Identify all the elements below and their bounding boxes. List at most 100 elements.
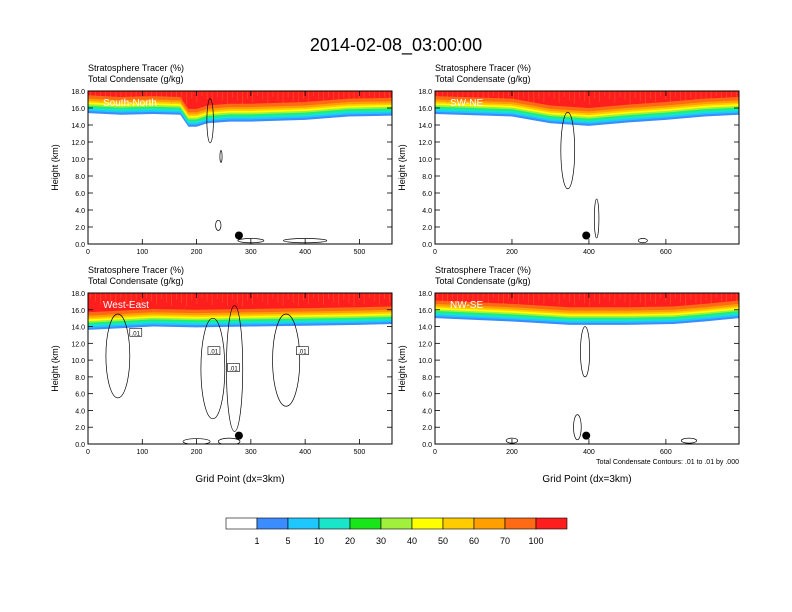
colorbar-label: 10 — [314, 536, 324, 546]
contour-label: .01 — [210, 350, 219, 356]
x-tick-label: 0 — [86, 249, 90, 256]
location-marker — [234, 231, 243, 240]
y-tick-label: 14.0 — [71, 123, 85, 130]
colorbar-label: 60 — [469, 536, 479, 546]
colorbar-box — [535, 517, 568, 530]
contour-label-box — [227, 363, 240, 372]
condensate-contour — [573, 414, 582, 441]
x-tick-label: 500 — [354, 249, 366, 256]
y-tick-label: 18.0 — [418, 291, 432, 298]
y-tick-label: 12.0 — [418, 341, 432, 348]
colorbar-box — [349, 517, 382, 530]
plot-area — [435, 91, 739, 244]
colorbar-box — [287, 517, 320, 530]
y-tick-label: 12.0 — [71, 140, 85, 147]
contour-label: .01 — [132, 331, 141, 337]
x-axis-label: Grid Point (dx=3km) — [195, 474, 284, 485]
plot-area — [88, 91, 392, 244]
plot-frame — [87, 90, 393, 245]
x-tick-label: 600 — [660, 449, 672, 456]
y-tick-label: 8.0 — [75, 375, 85, 382]
panel-label: NW-SE — [450, 300, 483, 311]
colorbar-label: 70 — [500, 536, 510, 546]
x-tick-label: 300 — [245, 249, 257, 256]
y-tick-label: 6.0 — [75, 191, 85, 198]
y-tick-label: 8.0 — [422, 174, 432, 181]
x-tick-label: 0 — [433, 249, 437, 256]
plot-area — [88, 293, 392, 444]
y-tick-label: 18.0 — [418, 89, 432, 96]
colorbar-box — [318, 517, 351, 530]
panel-west-east: Stratosphere Tracer (%) Total Condensate… — [50, 265, 393, 485]
colorbar-label: 30 — [376, 536, 386, 546]
y-tick-label: 0.0 — [75, 242, 85, 249]
y-tick-label: 10.0 — [71, 358, 85, 365]
y-axis-label: Height (km) — [50, 144, 60, 191]
colorbar-box — [504, 517, 537, 530]
plot-frame — [87, 292, 393, 445]
y-tick-label: 10.0 — [418, 157, 432, 164]
colorbar-box — [225, 517, 258, 530]
y-tick-label: 4.0 — [422, 208, 432, 215]
condensate-contour — [272, 313, 301, 407]
x-tick-label: 200 — [191, 449, 203, 456]
condensate-contour — [680, 437, 698, 444]
contour-label: .01 — [298, 350, 307, 356]
figure-title: 2014-02-08_03:00:00 — [310, 35, 482, 56]
x-tick-label: 0 — [86, 449, 90, 456]
panel-nw-se: Stratosphere Tracer (%) Total Condensate… — [397, 265, 740, 485]
y-tick-label: 10.0 — [71, 157, 85, 164]
x-tick-label: 200 — [506, 449, 518, 456]
location-marker — [234, 431, 243, 440]
condensate-contour — [226, 305, 244, 432]
contour-label-box — [207, 346, 221, 356]
y-axis-label: Height (km) — [397, 345, 407, 392]
contour-label: .01 — [229, 367, 238, 373]
panel-label: South-North — [103, 98, 157, 109]
x-tick-label: 200 — [191, 249, 203, 256]
colorbar-box — [473, 517, 506, 530]
tracer-band-9 — [435, 293, 739, 308]
y-axis-label: Height (km) — [397, 144, 407, 191]
y-tick-label: 12.0 — [71, 341, 85, 348]
colorbar-label: 20 — [345, 536, 355, 546]
y-tick-label: 0.0 — [75, 442, 85, 449]
x-tick-label: 500 — [354, 449, 366, 456]
panel-title-line2: Total Condensate (g/kg) — [435, 74, 531, 84]
contour-note: Total Condensate Contours: .01 to .01 by… — [596, 459, 739, 466]
y-tick-label: 2.0 — [422, 225, 432, 232]
x-tick-label: 400 — [299, 449, 311, 456]
colorbar-label: 100 — [528, 536, 543, 546]
tracer-band-9 — [88, 293, 392, 313]
y-tick-label: 2.0 — [422, 425, 432, 432]
x-tick-label: 600 — [660, 249, 672, 256]
condensate-contour — [206, 98, 214, 144]
y-tick-label: 6.0 — [75, 392, 85, 399]
condensate-contour — [637, 238, 648, 244]
contour-label-box — [296, 346, 309, 356]
panel-title-line2: Total Condensate (g/kg) — [435, 276, 531, 286]
x-axis-label: Grid Point (dx=3km) — [542, 474, 631, 485]
panel-sw-ne: Stratosphere Tracer (%) Total Condensate… — [397, 63, 740, 256]
plot-area — [435, 293, 739, 444]
plot-frame — [434, 90, 740, 245]
y-tick-label: 18.0 — [71, 89, 85, 96]
panel-label: West-East — [103, 300, 149, 311]
x-tick-label: 100 — [136, 449, 148, 456]
panel-title-line2: Total Condensate (g/kg) — [88, 276, 184, 286]
y-tick-label: 16.0 — [418, 308, 432, 315]
colorbar-label: 5 — [285, 536, 290, 546]
y-tick-label: 8.0 — [422, 375, 432, 382]
panel-title-line1: Stratosphere Tracer (%) — [435, 265, 531, 275]
contour-label-box — [129, 327, 143, 337]
location-marker — [582, 231, 591, 240]
colorbar-label: 50 — [438, 536, 448, 546]
tracer-band-9 — [88, 91, 392, 109]
y-tick-label: 16.0 — [71, 308, 85, 315]
plot-frame — [434, 292, 740, 445]
y-tick-label: 12.0 — [418, 140, 432, 147]
condensate-contour — [219, 150, 223, 163]
y-tick-label: 18.0 — [71, 291, 85, 298]
y-tick-label: 10.0 — [418, 358, 432, 365]
